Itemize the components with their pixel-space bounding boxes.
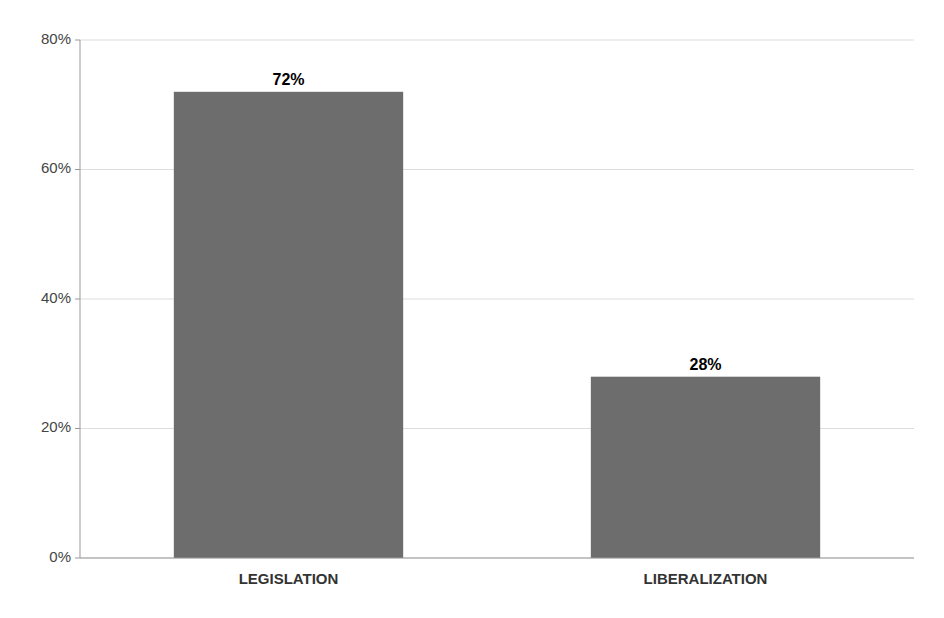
y-axis: 0% 20% 40% 60% 80% xyxy=(41,30,914,565)
bars xyxy=(174,92,820,558)
bar xyxy=(591,377,820,558)
grid-line xyxy=(80,558,914,559)
tick-label: 80% xyxy=(41,30,71,47)
tick-mark xyxy=(75,40,80,41)
tick-label: 20% xyxy=(41,418,71,435)
x-axis: LEGISLATION LIBERALIZATION xyxy=(239,570,768,587)
data-label: 28% xyxy=(689,356,721,373)
category-label: LEGISLATION xyxy=(239,570,339,587)
chart-svg: 0% 20% 40% 60% 80% 72% 28% LEGISLATION LIBERALIZ… xyxy=(0,0,944,618)
x-axis-line xyxy=(80,558,914,559)
tick-mark xyxy=(75,558,80,559)
tick-mark xyxy=(75,299,80,300)
tick-mark xyxy=(75,428,80,429)
tick-label: 40% xyxy=(41,289,71,306)
category-label: LIBERALIZATION xyxy=(644,570,768,587)
tick-label: 60% xyxy=(41,159,71,176)
grid-line xyxy=(80,40,914,41)
data-label: 72% xyxy=(272,71,304,88)
tick-mark xyxy=(75,169,80,170)
tick-label: 0% xyxy=(49,548,71,565)
bar xyxy=(174,92,403,558)
y-axis-line xyxy=(80,40,81,558)
chart-container: 0% 20% 40% 60% 80% 72% 28% LEGISLATION LIBERALIZ… xyxy=(0,0,944,618)
data-labels: 72% 28% xyxy=(272,71,721,373)
